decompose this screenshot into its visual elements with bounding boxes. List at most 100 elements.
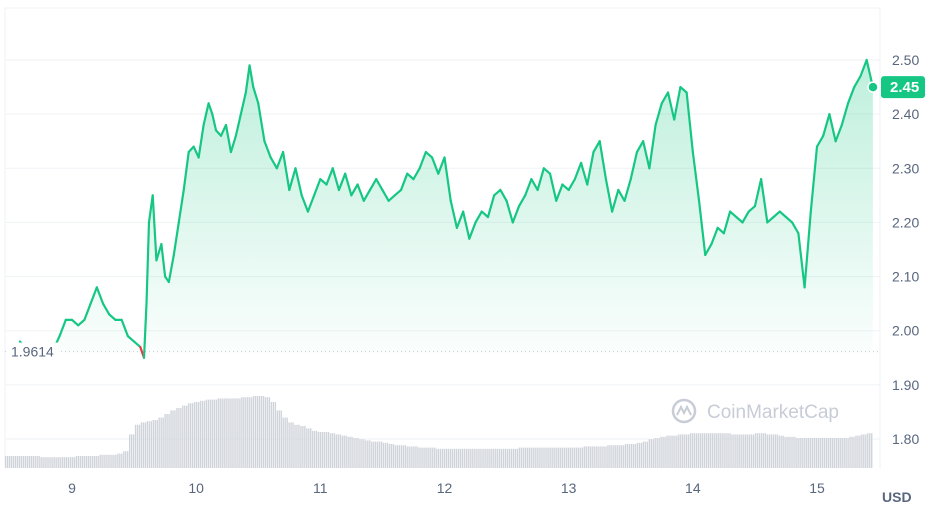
volume-bar [359,439,361,468]
volume-bar [449,448,452,468]
volume-bar [288,422,290,468]
volume-bar [660,436,662,468]
volume-bar [443,448,446,468]
volume-bar [24,456,27,468]
volume-bar [601,446,603,468]
volume-bar [343,435,345,468]
price-segment [77,318,86,327]
volume-bar [833,438,836,468]
volume-bar [501,448,503,468]
volume-bar [522,447,525,468]
volume-bar [815,438,818,468]
volume-bar [691,433,694,468]
volume-bar [386,442,389,468]
x-tick-label: 13 [561,480,577,496]
volume-bar [390,444,393,468]
price-segment [604,178,614,213]
price-segment [155,242,163,262]
volume-bar [191,403,194,468]
volume-bar [398,445,401,468]
volume-bar [164,414,166,468]
price-segment [493,188,502,197]
volume-bar [60,457,62,468]
volume-bar [40,457,42,468]
price-segment [70,318,80,327]
volume-bar [361,439,363,468]
volume-bar [526,447,528,468]
y-tick-label: 2.00 [892,323,919,339]
volume-bar [237,398,239,468]
volume-bar [709,433,712,468]
coinmarketcap-logo-wave-icon [676,404,692,416]
volume-bar [865,434,867,468]
volume-bar [142,422,145,468]
price-segment [679,85,688,94]
volume-bar [617,445,619,468]
volume-bar [749,434,751,468]
volume-bar [284,417,286,468]
volume-bar [524,447,526,468]
price-segment [697,199,707,257]
price-line [18,58,874,359]
volume-bar [648,439,650,468]
volume-bar [703,433,706,468]
currency-unit-label: USD [882,489,912,505]
price-segment [197,123,205,159]
price-segment [710,226,719,246]
volume-bar [790,436,792,468]
volume-bar [392,444,395,468]
price-segment [337,172,347,192]
volume-bar [28,456,30,468]
volume-bar [652,439,654,468]
volume-bar [254,396,257,468]
price-segment [747,205,757,213]
price-segment [294,167,303,197]
volume-bar [432,447,434,468]
price-segment [722,210,732,235]
volume-bar [223,398,225,468]
volume-bar [640,442,643,468]
volume-bar [339,434,341,468]
volume-bar [768,434,771,468]
volume-bar [465,448,467,468]
volume-bar [579,447,582,468]
x-tick-label: 15 [809,480,825,496]
volume-bar [123,451,125,468]
volume-bar [552,447,554,468]
volume-bar [693,433,696,468]
volume-bar [217,398,219,468]
current-price-dot [867,81,879,93]
price-segment [424,150,434,159]
volume-bar [134,424,137,468]
volume-bar [778,435,780,468]
volume-bar [71,457,74,468]
volume-bar [140,422,143,468]
volume-bar [741,434,743,468]
price-segment [480,210,490,219]
volume-bar [8,456,11,468]
volume-bar [654,438,656,468]
volume-bar [463,448,465,468]
volume-bar [565,447,568,468]
volume-bar [825,438,828,468]
price-segment [766,215,775,224]
volume-bar [731,434,733,468]
price-segment [281,150,291,192]
volume-bar [152,420,154,468]
x-tick-label: 10 [188,480,204,496]
price-segment [350,183,359,197]
volume-bar [30,456,32,468]
volume-bar [410,446,412,468]
volume-bar [22,456,25,468]
volume-bar [548,447,550,468]
volume-bar [489,448,491,468]
volume-bar [115,454,117,468]
volume-bar [686,434,688,468]
volume-bar [455,448,458,468]
volume-bar [473,448,475,468]
volume-bar [628,444,631,468]
price-segment [859,58,868,78]
volume-bar [445,448,448,468]
price-segment [542,167,552,175]
price-segment [269,156,278,170]
